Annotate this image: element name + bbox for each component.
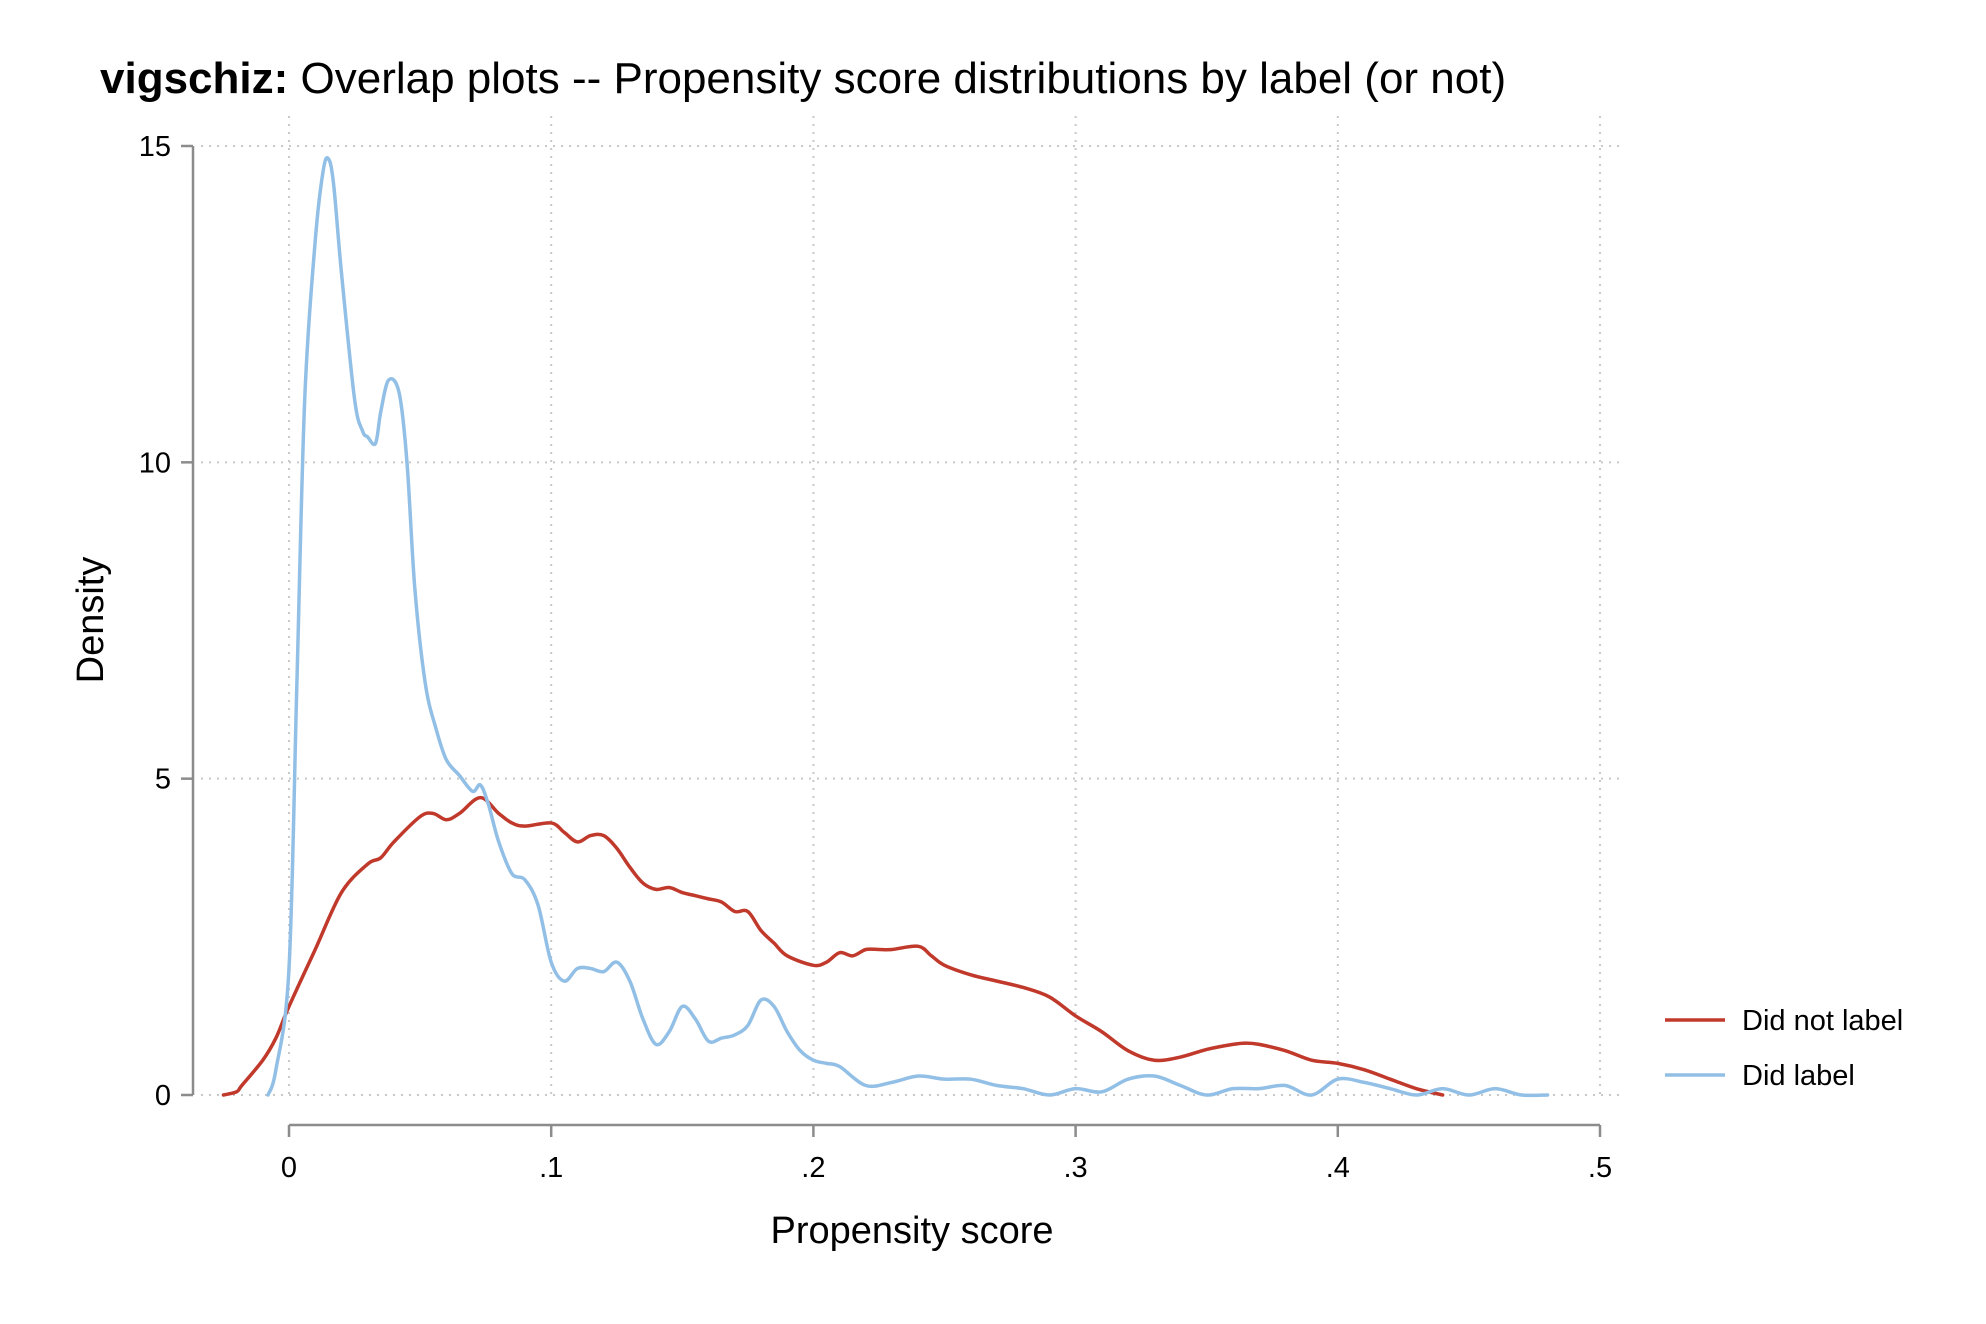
x-tick-label: 0: [281, 1152, 297, 1184]
x-tick-label: .5: [1588, 1152, 1612, 1184]
axes: 0 5 10 15 0 .1 .2 .3 .4 .5: [139, 131, 1612, 1184]
y-tick-label: 5: [155, 764, 171, 796]
x-tick-label: .1: [539, 1152, 563, 1184]
legend-item-did-label: Did label: [1665, 1060, 1855, 1092]
chart-title: vigschiz: Overlap plots -- Propensity sc…: [100, 54, 1506, 103]
y-tick-label: 15: [139, 131, 171, 163]
y-tick-label: 10: [139, 447, 171, 479]
grid-lines: [201, 116, 1620, 1096]
x-tick-label: .4: [1326, 1152, 1350, 1184]
x-tick-label: .2: [801, 1152, 825, 1184]
legend: Did not label Did label: [1665, 1005, 1903, 1092]
chart-title-bold: vigschiz:: [100, 54, 288, 103]
series-lines: [221, 156, 1550, 1098]
x-axis-label: Propensity score: [770, 1210, 1053, 1252]
legend-label-did-label: Did label: [1742, 1060, 1855, 1092]
y-axis-label: Density: [70, 557, 112, 684]
x-tick-label: .3: [1064, 1152, 1088, 1184]
legend-item-did-not-label: Did not label: [1665, 1005, 1903, 1037]
series-line-did-label: [266, 156, 1550, 1098]
chart-title-rest: Overlap plots -- Propensity score distri…: [288, 54, 1506, 103]
legend-label-did-not-label: Did not label: [1742, 1005, 1903, 1037]
y-tick-label: 0: [155, 1080, 171, 1112]
series-line-did-not-label: [221, 795, 1445, 1097]
